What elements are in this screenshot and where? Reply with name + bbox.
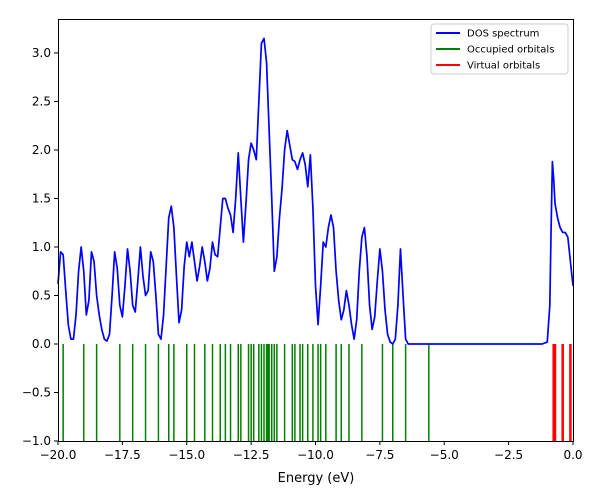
y-tick-label: 3.0 xyxy=(32,46,51,60)
x-tick-label: −10.0 xyxy=(297,448,334,462)
legend-label: Occupied orbitals xyxy=(467,45,554,56)
legend-label: Virtual orbitals xyxy=(467,61,540,72)
legend-box xyxy=(430,23,569,75)
legend-label: DOS spectrum xyxy=(467,29,539,40)
x-tick-label: −20.0 xyxy=(40,448,77,462)
y-axis: −1.0 −0.5 0.0 0.5 1.0 1.5 2.0 2.5 3.0 xyxy=(22,46,58,448)
y-tick-label: 1.0 xyxy=(32,240,51,254)
y-tick-label: 2.0 xyxy=(32,143,51,157)
x-axis: −20.0 −17.5 −15.0 −12.5 −10.0 −7.5 −5.0 −2.5 0.0 xyxy=(40,441,583,462)
x-axis-label: Energy (eV) xyxy=(278,471,355,486)
x-tick-label: −17.5 xyxy=(104,448,141,462)
dos-spectrum-line xyxy=(57,37,574,345)
plot-area xyxy=(57,37,574,441)
y-tick-label: 2.5 xyxy=(32,94,51,108)
x-tick-label: −2.5 xyxy=(494,448,523,462)
x-tick-label: −7.5 xyxy=(365,448,394,462)
legend: DOS spectrum Occupied orbitals Virtual orb… xyxy=(430,23,569,75)
x-tick-label: −5.0 xyxy=(430,448,459,462)
x-tick-label: −12.5 xyxy=(233,448,270,462)
x-tick-label: −15.0 xyxy=(168,448,205,462)
y-tick-label: −1.0 xyxy=(22,434,51,448)
y-tick-label: −0.5 xyxy=(22,385,51,399)
y-tick-label: 0.5 xyxy=(32,288,51,302)
y-tick-label: 0.0 xyxy=(32,337,51,351)
x-tick-label: 0.0 xyxy=(563,448,582,462)
y-tick-label: 1.5 xyxy=(32,191,51,205)
